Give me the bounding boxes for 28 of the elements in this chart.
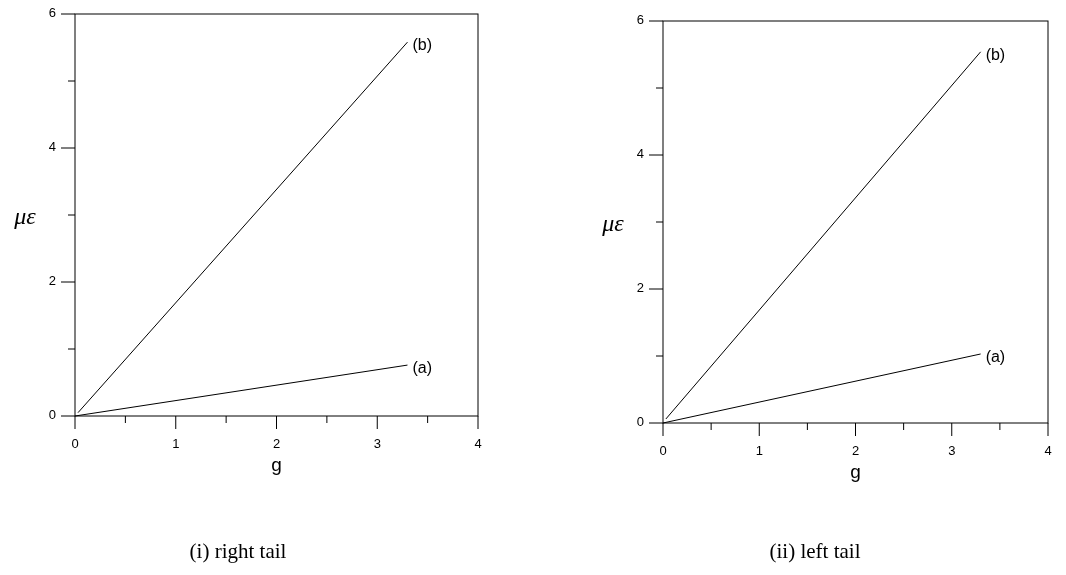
x-tick-label: 4 xyxy=(1044,443,1052,458)
x-tick-label: 0 xyxy=(71,436,79,451)
y-tick-label: 6 xyxy=(636,12,644,28)
y-tick-label: 4 xyxy=(636,146,644,162)
y-tick-label: 4 xyxy=(48,139,56,155)
x-tick-label: 3 xyxy=(373,436,381,451)
x-tick-label: 2 xyxy=(272,436,281,451)
series-label: (a) xyxy=(985,348,1006,366)
x-tick-label: 2 xyxy=(851,443,860,458)
series-label: (a) xyxy=(412,359,433,377)
y-axis-title: με xyxy=(13,202,37,229)
y-axis-title: με xyxy=(601,209,625,236)
text: (i) right tail xyxy=(189,538,287,563)
x-tick-label: 1 xyxy=(172,436,180,451)
series-label: (b) xyxy=(412,36,433,54)
y-tick-label: 0 xyxy=(636,414,644,430)
y-tick-label: 2 xyxy=(48,273,56,289)
x-axis-title: g xyxy=(271,454,282,475)
x-axis-title: g xyxy=(850,461,861,482)
text: (ii) left tail xyxy=(769,538,861,563)
y-tick-label: 0 xyxy=(48,407,56,423)
y-tick-label: 6 xyxy=(48,5,56,21)
y-tick-label: 2 xyxy=(636,280,644,296)
series-label: (b) xyxy=(985,46,1006,64)
x-tick-label: 0 xyxy=(659,443,667,458)
x-tick-label: 4 xyxy=(474,436,482,451)
x-tick-label: 1 xyxy=(755,443,763,458)
x-tick-label: 3 xyxy=(948,443,956,458)
